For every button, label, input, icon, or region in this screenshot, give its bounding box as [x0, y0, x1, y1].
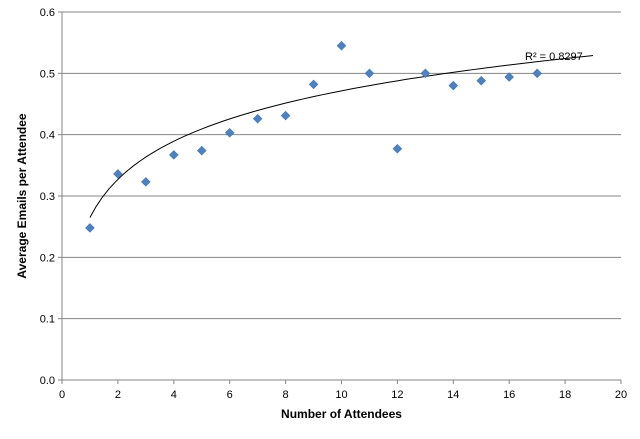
- y-tick-labels: 0.0 0.1 0.2 0.3 0.4 0.5 0.6: [40, 7, 55, 387]
- r-squared-label: R² = 0.8297: [525, 51, 583, 63]
- data-point: [420, 68, 431, 79]
- data-point: [392, 143, 403, 154]
- data-point: [252, 113, 263, 124]
- x-tick-label: 4: [171, 389, 177, 401]
- trendline: [89, 55, 594, 218]
- data-point: [532, 68, 543, 79]
- y-tick-label: 0.6: [40, 7, 55, 19]
- x-tick-labels: 0 2 4 6 8 10 12 14 16 18 20: [59, 389, 627, 401]
- data-point: [448, 80, 459, 91]
- data-point: [364, 68, 375, 79]
- x-tick-label: 12: [391, 389, 403, 401]
- y-tick-label: 0.4: [40, 130, 55, 142]
- data-point: [280, 110, 291, 121]
- x-tick-label: 16: [503, 389, 515, 401]
- data-point: [196, 145, 207, 156]
- x-tick-label: 10: [335, 389, 347, 401]
- data-point: [308, 79, 319, 90]
- x-tick-label: 20: [615, 389, 627, 401]
- y-tick-label: 0.3: [40, 191, 55, 203]
- x-tick-label: 8: [283, 389, 289, 401]
- x-axis-title: Number of Attendees: [281, 407, 402, 421]
- data-point: [140, 177, 151, 187]
- axes: [58, 11, 622, 384]
- data-point: [85, 223, 95, 233]
- data-point: [336, 40, 347, 51]
- y-tick-label: 0.5: [40, 68, 55, 80]
- x-tick-label: 14: [447, 389, 459, 401]
- x-tick-label: 18: [559, 389, 571, 401]
- data-point: [504, 72, 515, 82]
- y-tick-label: 0.2: [40, 252, 55, 264]
- gridlines: [62, 11, 621, 320]
- data-point: [113, 169, 123, 179]
- data-point: [476, 75, 487, 86]
- y-axis-title: Average Emails per Attendee: [15, 113, 29, 279]
- x-tick-label: 6: [227, 389, 233, 401]
- y-tick-label: 0.1: [40, 314, 55, 326]
- data-point: [224, 127, 235, 138]
- data-points: [85, 40, 543, 233]
- x-tick-label: 0: [59, 389, 65, 401]
- y-tick-label: 0.0: [40, 375, 55, 387]
- data-point: [168, 150, 179, 160]
- x-tick-label: 2: [115, 389, 121, 401]
